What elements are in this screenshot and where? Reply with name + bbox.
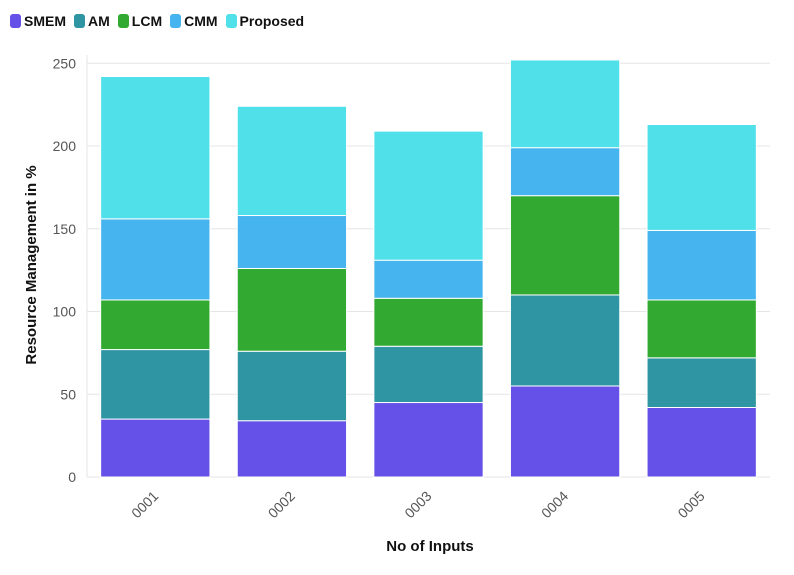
x-tick-label-0005: 0005: [674, 488, 707, 521]
bar-lcm-0003[interactable]: [373, 297, 484, 347]
bar-cmm-0003[interactable]: [373, 259, 484, 299]
y-tick-label-100: 100: [53, 304, 77, 320]
bar-smem-0004[interactable]: [509, 385, 621, 478]
legend-label-smem: SMEM: [24, 13, 66, 29]
bar-lcm-0005[interactable]: [646, 299, 757, 359]
bar-am-0003[interactable]: [373, 345, 484, 404]
legend-swatch-proposed: [225, 14, 237, 28]
bar-am-0002[interactable]: [236, 350, 348, 422]
bar-cmm-0002[interactable]: [236, 215, 348, 269]
legend-label-am: AM: [88, 13, 110, 29]
bar-cmm-0004[interactable]: [509, 147, 621, 197]
bar-proposed-0002[interactable]: [236, 105, 348, 217]
bar-am-0001[interactable]: [100, 349, 211, 420]
legend: SMEM AM LCM CMM Proposed: [10, 10, 304, 32]
y-axis-ticks: 0 50 100 150 200 250: [53, 55, 77, 485]
x-axis-title: No of Inputs: [386, 538, 473, 555]
legend-item-am[interactable]: AM: [74, 13, 110, 29]
bar-am-0005[interactable]: [646, 357, 757, 408]
legend-label-cmm: CMM: [184, 13, 218, 29]
bars-layer: [100, 59, 757, 478]
x-tick-label-0004: 0004: [538, 488, 571, 521]
bar-smem-0003[interactable]: [373, 402, 484, 478]
bar-am-0004[interactable]: [509, 294, 621, 387]
bar-proposed-0003[interactable]: [373, 130, 484, 261]
legend-label-proposed: Proposed: [239, 13, 305, 29]
legend-swatch-lcm: [117, 14, 129, 28]
legend-item-proposed[interactable]: Proposed: [225, 13, 305, 29]
y-axis-title: Resource Management in %: [23, 165, 40, 364]
bar-proposed-0004[interactable]: [509, 59, 621, 149]
legend-label-lcm: LCM: [131, 13, 163, 29]
bar-smem-0005[interactable]: [646, 406, 757, 478]
x-tick-label-0003: 0003: [401, 488, 434, 521]
bar-cmm-0005[interactable]: [646, 229, 757, 301]
legend-item-lcm[interactable]: LCM: [117, 13, 163, 29]
x-tick-label-0002: 0002: [265, 488, 298, 521]
legend-swatch-am: [74, 14, 85, 28]
legend-item-smem[interactable]: SMEM: [10, 13, 66, 29]
bar-cmm-0001[interactable]: [100, 218, 211, 301]
legend-swatch-cmm: [170, 14, 182, 28]
y-tick-label-50: 50: [60, 386, 76, 402]
x-axis-ticks: 0001 0002 0003 0004 0005: [128, 488, 708, 521]
bar-smem-0002[interactable]: [236, 420, 348, 478]
bar-lcm-0004[interactable]: [509, 195, 621, 296]
legend-swatch-smem: [10, 14, 21, 28]
bar-lcm-0001[interactable]: [100, 299, 211, 351]
legend-item-cmm[interactable]: CMM: [170, 13, 218, 29]
x-tick-label-0001: 0001: [128, 488, 161, 521]
bar-proposed-0005[interactable]: [646, 124, 757, 231]
bar-lcm-0002[interactable]: [236, 267, 348, 352]
y-tick-label-150: 150: [53, 221, 77, 237]
y-tick-label-250: 250: [53, 55, 77, 71]
y-tick-label-0: 0: [68, 469, 76, 485]
bar-proposed-0001[interactable]: [100, 76, 211, 220]
bar-smem-0001[interactable]: [100, 418, 211, 478]
y-tick-label-200: 200: [53, 138, 77, 154]
